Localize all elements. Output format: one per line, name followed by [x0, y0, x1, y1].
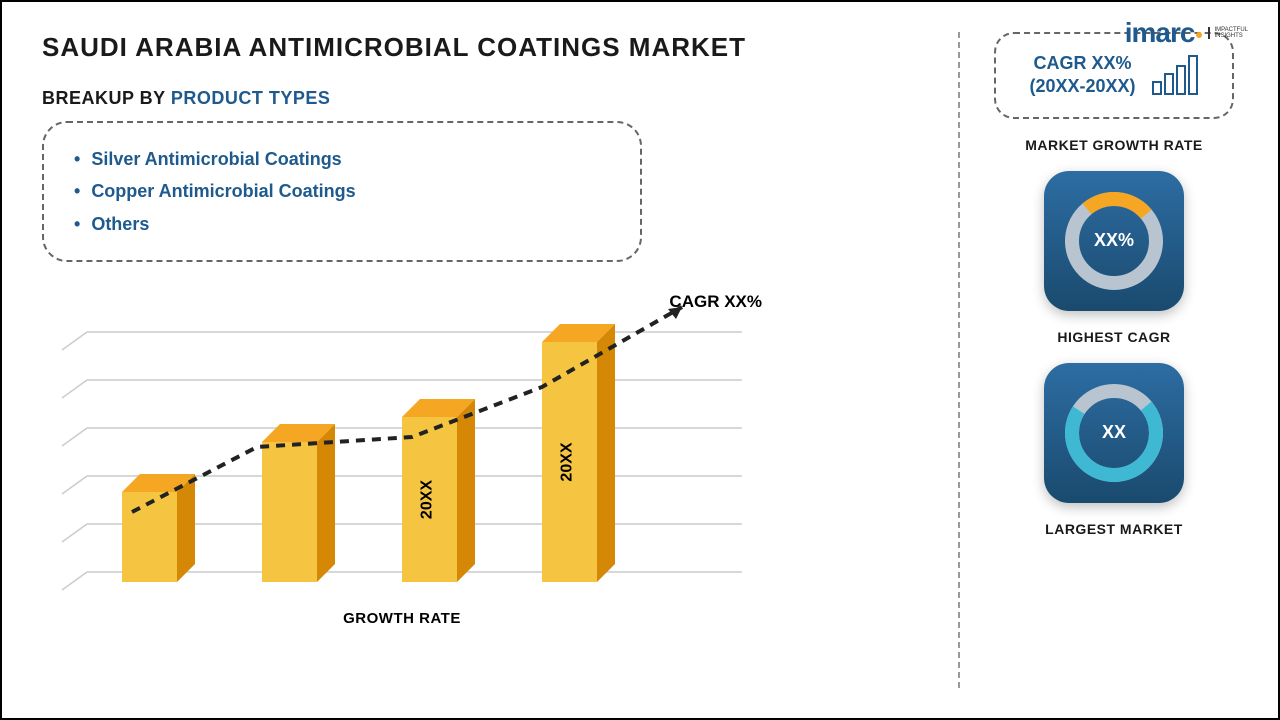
bar-chart-icon: [1151, 54, 1199, 96]
page-title: SAUDI ARABIA ANTIMICROBIAL COATINGS MARK…: [42, 32, 938, 63]
largest-market-tile: XX: [1044, 363, 1184, 503]
svg-text:20XX: 20XX: [559, 442, 576, 481]
list-item: Others: [74, 208, 610, 240]
svg-text:20XX: 20XX: [419, 480, 436, 519]
largest-market-value: XX: [1102, 422, 1126, 443]
cagr-text: CAGR XX% (20XX-20XX): [1029, 52, 1135, 99]
left-panel: SAUDI ARABIA ANTIMICROBIAL COATINGS MARK…: [42, 32, 958, 688]
market-growth-rate-label: MARKET GROWTH RATE: [1025, 137, 1203, 153]
subtitle: BREAKUP BY PRODUCT TYPES: [42, 88, 938, 109]
list-item: Silver Antimicrobial Coatings: [74, 143, 610, 175]
logo-dot-icon: [1196, 32, 1202, 38]
list-item: Copper Antimicrobial Coatings: [74, 175, 610, 207]
right-panel: CAGR XX% (20XX-20XX) MARKET GROWTH RATE …: [958, 32, 1238, 688]
bar-chart-svg: 20XX 20XX: [42, 292, 762, 602]
growth-chart: CAGR XX% 20XX20XX GROWTH RATE: [42, 292, 762, 622]
logo-tagline: IMPACTFUL INSIGHTS: [1208, 27, 1248, 39]
cagr-annotation: CAGR XX%: [669, 292, 762, 312]
largest-market-label: LARGEST MARKET: [1045, 521, 1183, 537]
logo-text: imarc: [1125, 17, 1195, 49]
product-types-box: Silver Antimicrobial Coatings Copper Ant…: [42, 121, 642, 262]
growth-rate-label: GROWTH RATE: [343, 610, 461, 627]
highest-cagr-value: XX%: [1094, 230, 1134, 251]
highest-cagr-label: HIGHEST CAGR: [1057, 329, 1170, 345]
highest-cagr-tile: XX%: [1044, 171, 1184, 311]
logo: imarc IMPACTFUL INSIGHTS: [1125, 17, 1248, 49]
